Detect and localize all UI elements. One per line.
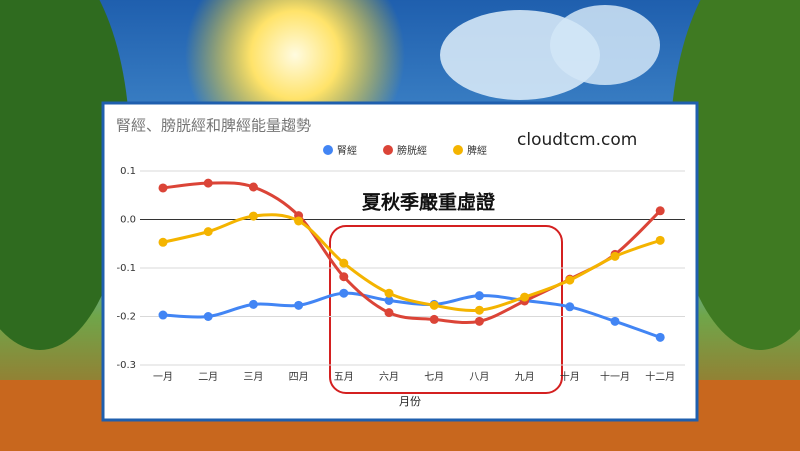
data-point [248, 182, 258, 192]
data-point [474, 291, 484, 301]
data-point [203, 178, 213, 188]
data-point [474, 305, 484, 315]
tree [670, 0, 800, 350]
chart-title: 腎經、膀胱經和脾經能量趨勢 [116, 117, 311, 135]
data-point [203, 312, 213, 321]
cloud [550, 5, 660, 85]
x-tick-label: 四月 [289, 371, 309, 383]
data-point [655, 332, 665, 342]
x-tick-label: 七月 [424, 371, 444, 383]
data-point [610, 251, 620, 261]
data-point [565, 302, 575, 312]
data-point [339, 272, 349, 282]
y-tick-label: 0.1 [120, 166, 136, 177]
data-point [339, 258, 349, 268]
y-tick-label: -0.2 [116, 312, 136, 323]
legend-label: 膀胱經 [397, 144, 427, 157]
data-point [474, 316, 484, 326]
data-point [158, 237, 168, 247]
data-point [248, 211, 258, 221]
x-tick-label: 八月 [469, 371, 489, 383]
legend-label: 脾經 [467, 144, 487, 157]
data-point [429, 300, 439, 310]
data-point [384, 308, 394, 318]
y-tick-label: -0.3 [116, 360, 136, 371]
y-tick-label: -0.1 [116, 263, 136, 274]
x-tick-label: 六月 [379, 371, 399, 383]
data-point [248, 299, 258, 309]
highlight-box [329, 225, 563, 394]
tree [0, 0, 130, 350]
x-tick-label: 五月 [334, 371, 354, 383]
data-point [294, 300, 304, 310]
annotation: cloudtcm.com [517, 130, 637, 150]
data-point [339, 288, 349, 298]
x-tick-label: 十月 [560, 370, 580, 383]
legend-label: 腎經 [337, 144, 357, 157]
legend-marker [453, 145, 463, 155]
data-point [429, 314, 439, 324]
data-point [384, 295, 394, 305]
legend-marker [383, 145, 393, 155]
data-point [203, 227, 213, 237]
data-point [520, 292, 530, 302]
data-point [610, 316, 620, 326]
annotation: 夏秋季嚴重虛證 [362, 191, 496, 214]
x-tick-label: 十一月 [600, 370, 630, 383]
x-axis-label: 月份 [399, 395, 421, 408]
x-tick-label: 三月 [243, 371, 263, 383]
x-tick-label: 二月 [198, 371, 218, 383]
data-point [565, 275, 575, 285]
data-point [384, 288, 394, 298]
data-point [655, 235, 665, 245]
chart-panel [101, 101, 699, 422]
x-tick-label: 一月 [153, 371, 173, 383]
legend-marker [323, 145, 333, 155]
data-point [655, 206, 665, 216]
x-tick-label: 九月 [515, 371, 535, 383]
x-tick-label: 十二月 [645, 370, 675, 383]
data-point [294, 216, 304, 226]
data-point [158, 310, 168, 320]
y-tick-label: 0.0 [120, 215, 136, 226]
data-point [158, 183, 168, 193]
